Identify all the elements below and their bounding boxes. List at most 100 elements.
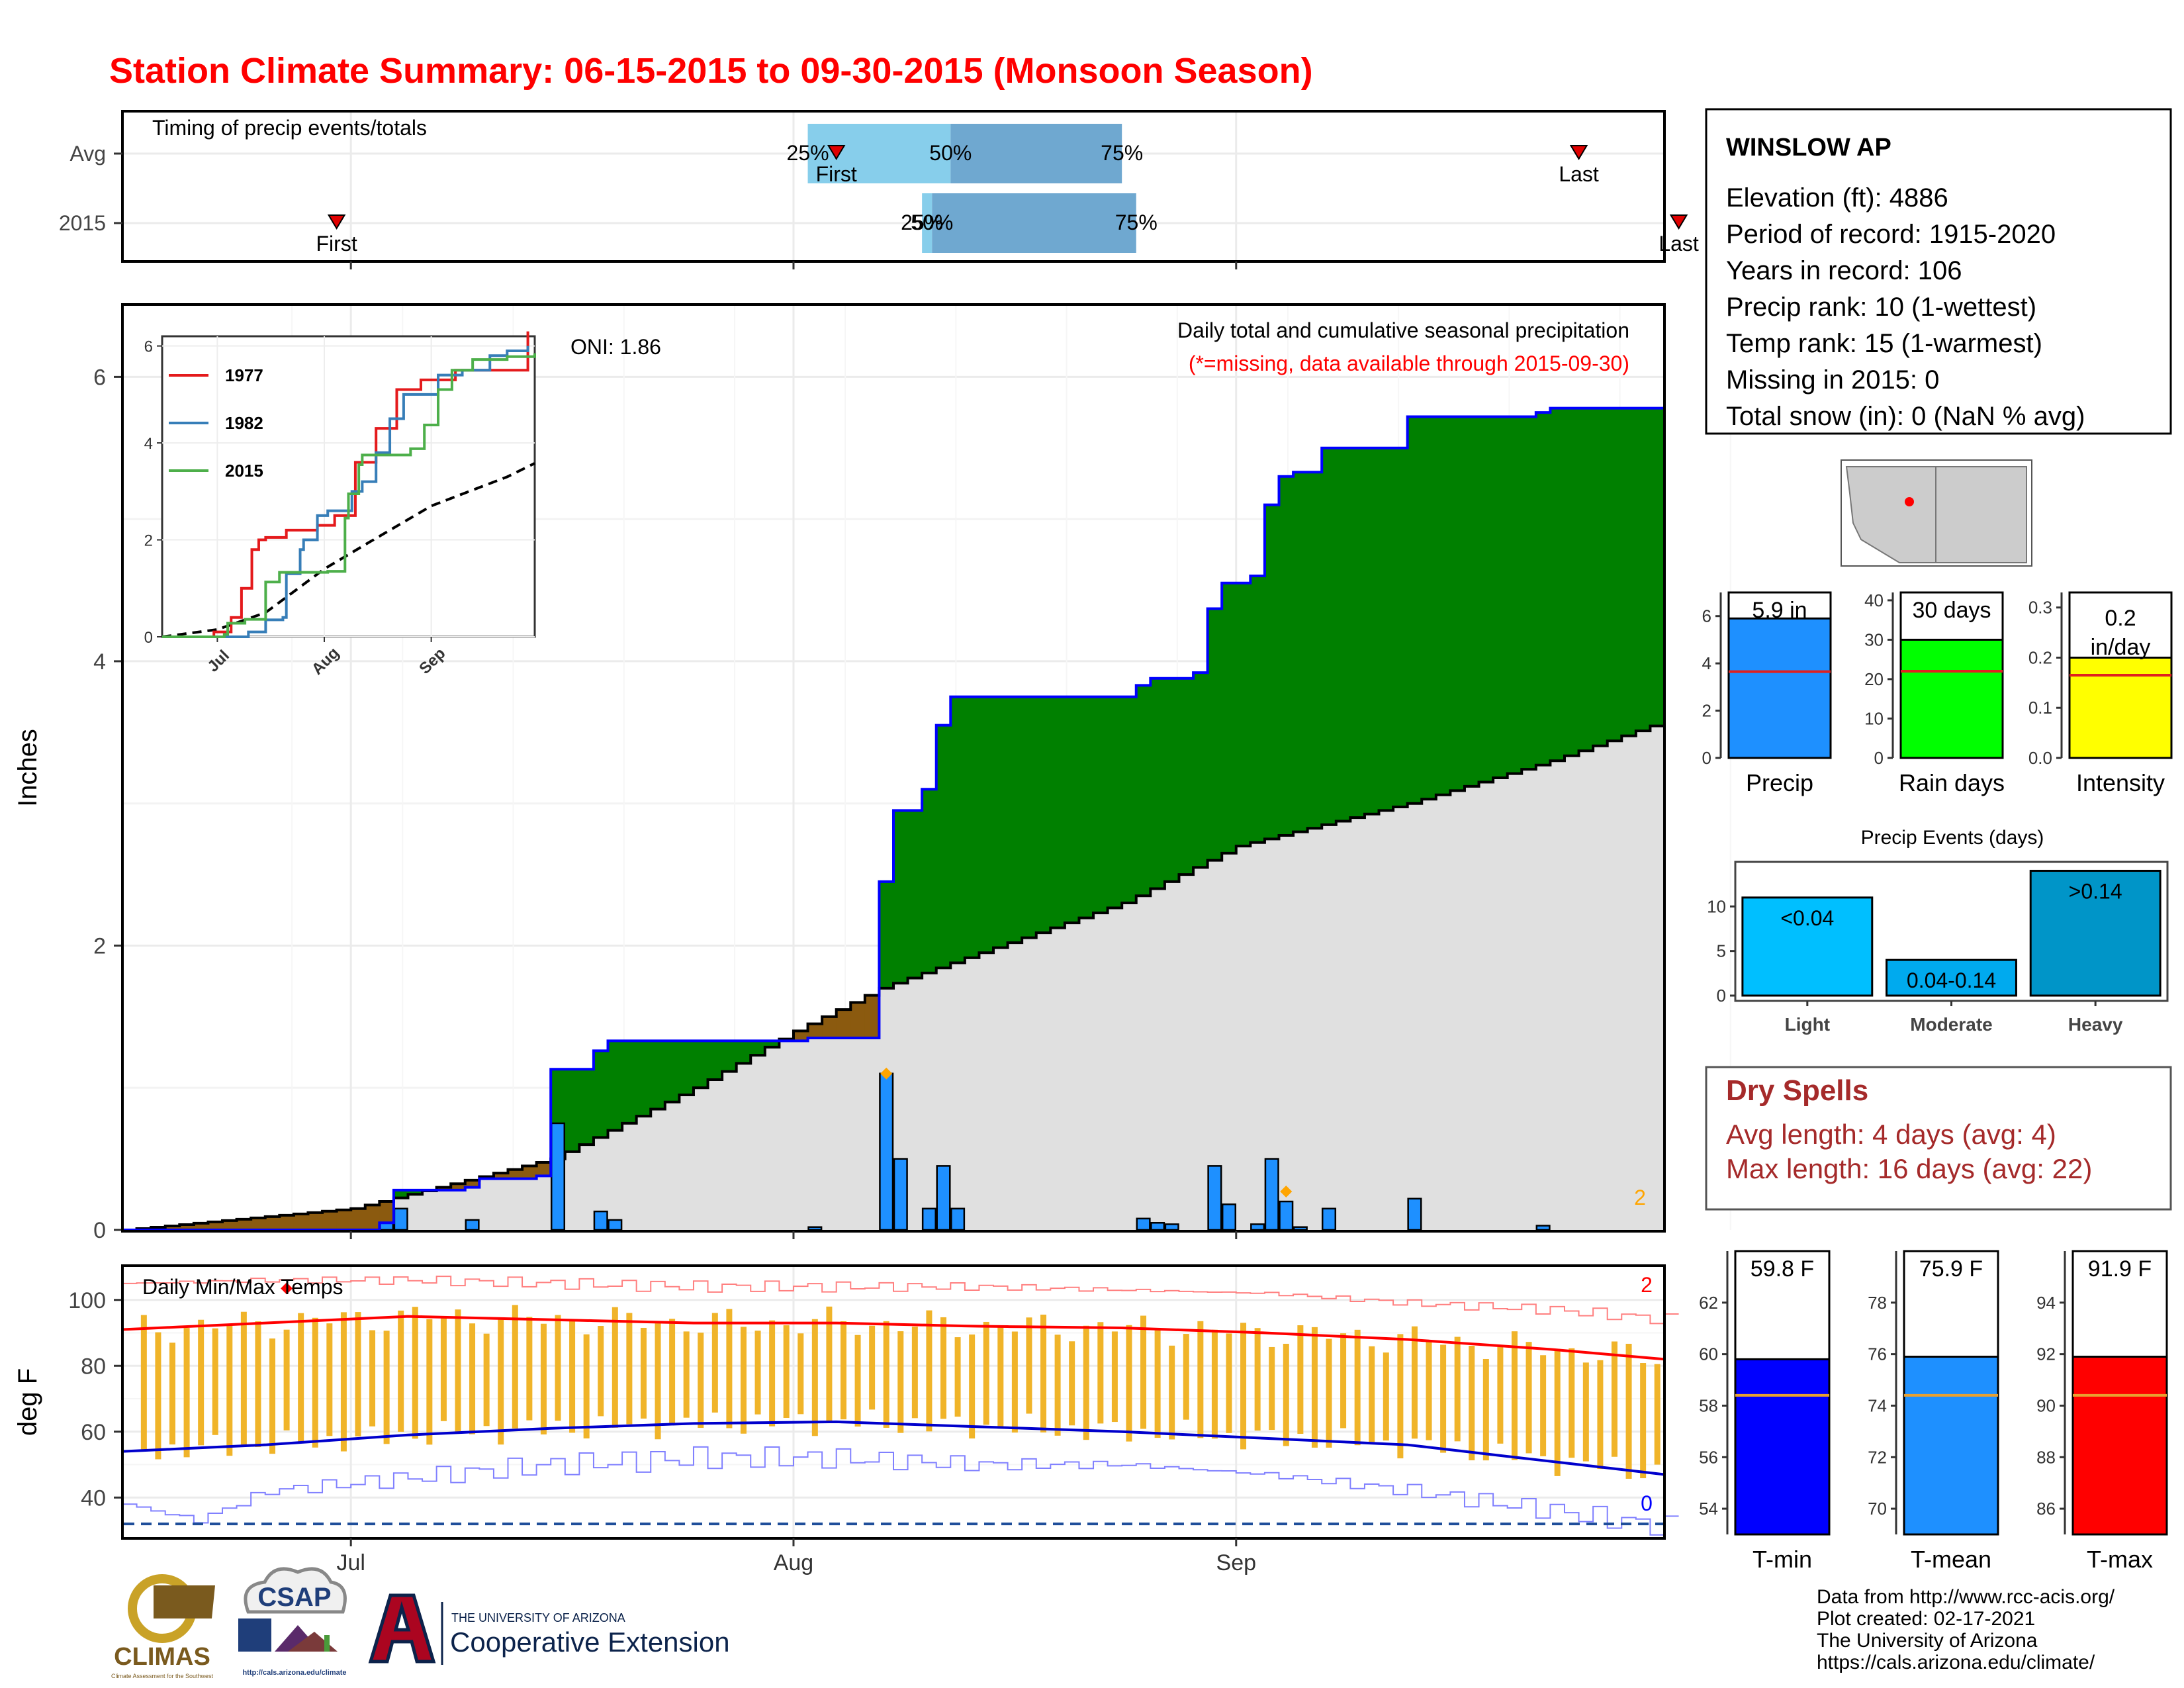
- daily-temp-range-bar: [969, 1334, 976, 1439]
- summary-bar-ytick: 2: [1702, 701, 1711, 721]
- daily-temp-range-bar: [155, 1332, 161, 1460]
- timing-first-marker-0: [827, 145, 846, 160]
- daily-temp-range-bar: [355, 1312, 361, 1436]
- daily-temp-range-bar: [469, 1323, 476, 1434]
- daily-temp-range-bar: [1111, 1331, 1118, 1423]
- timing-row-label-1: 2015: [59, 211, 106, 235]
- precip-events-chart: Precip Events (days) 0 5 10 <0.04 Light 0.04-…: [1707, 827, 2169, 1035]
- precip-events-bar-2: [2029, 869, 2161, 997]
- summary-bar-value-label: 30 days: [1912, 598, 1991, 623]
- daily-temp-range-bar: [1511, 1331, 1518, 1460]
- station-line-0: Elevation (ft): 4886: [1726, 183, 1948, 212]
- daily-precip-bar: [1321, 1207, 1337, 1231]
- daily-temp-range-bar: [1154, 1330, 1161, 1438]
- daily-temp-range-bar: [612, 1307, 618, 1428]
- daily-temp-range-bar: [754, 1331, 761, 1415]
- daily-temp-range-bar: [1469, 1346, 1475, 1461]
- daily-temp-range-bar: [1540, 1355, 1547, 1456]
- daily-precip-bar: [593, 1210, 608, 1231]
- daily-temp-range-bar: [383, 1331, 390, 1444]
- daily-temp-range-bar: [769, 1320, 776, 1427]
- dry-spells-max: Max length: 16 days (avg: 22): [1726, 1153, 2092, 1184]
- temp-summary-bar-ytick: 88: [2036, 1447, 2056, 1467]
- daily-temp-range-bar: [255, 1321, 261, 1448]
- daily-temp-range-bar: [569, 1319, 576, 1433]
- daily-precip-bar: [608, 1219, 623, 1231]
- daily-temp-range-bar: [1625, 1344, 1632, 1479]
- timing-last-label-1: Last: [1659, 232, 1699, 256]
- daily-temp-range-bar: [212, 1328, 218, 1435]
- timing-q50-label-1: 50%: [911, 211, 953, 234]
- temp-ytick-2: 80: [81, 1354, 106, 1379]
- temp-summary-bar-ytick: 92: [2036, 1344, 2056, 1364]
- dry-spells-title: Dry Spells: [1726, 1074, 1868, 1107]
- daily-precip-bar: [893, 1158, 908, 1231]
- station-line-4: Temp rank: 15 (1-warmest): [1726, 329, 2042, 358]
- avg-max-line: [122, 1315, 1665, 1361]
- summary-bar-ytick: 40: [1864, 590, 1884, 610]
- inset-avg-line: [161, 462, 535, 638]
- daily-precip-bar: [950, 1207, 966, 1231]
- precip-events-category-0: Light: [1785, 1014, 1830, 1035]
- temp-summary-bar-ytick: 60: [1699, 1344, 1718, 1364]
- daily-temp-range-bar: [1126, 1325, 1132, 1442]
- daily-temp-range-bar: [655, 1323, 661, 1440]
- timing-first-marker-1: [327, 214, 346, 230]
- daily-temp-range-bar: [1183, 1334, 1189, 1420]
- summary-bar-value-label: 5.9 in: [1752, 598, 1807, 623]
- daily-temp-range-bar: [740, 1327, 747, 1434]
- summary-bar-value-label: in/day: [2091, 635, 2151, 660]
- timing-last-label-0: Last: [1559, 162, 1599, 186]
- daily-temp-range-bar: [412, 1307, 418, 1439]
- daily-temp-range-bar: [1211, 1329, 1218, 1439]
- summary-bar-ytick: 30: [1864, 630, 1884, 649]
- climas-logo: CLIMAS Climate Assessment for the Southw…: [111, 1574, 215, 1679]
- daily-temp-range-bar: [1269, 1346, 1275, 1430]
- daily-temp-range-bar: [1226, 1333, 1232, 1433]
- temp-summary-bar-ytick: 56: [1699, 1447, 1718, 1467]
- daily-precip-bar: [393, 1207, 408, 1231]
- daily-temp-range-bar: [997, 1327, 1004, 1429]
- summary-bar-value-bar: [1727, 617, 1832, 759]
- daily-temp-range-bar: [1482, 1358, 1489, 1461]
- precip-events-bar-0: [1741, 896, 1874, 997]
- inset-ytick-0: 0: [144, 629, 153, 647]
- station-lines: Elevation (ft): 4886 Period of record: 19…: [1726, 183, 2085, 431]
- temp-summary-bar-ytick: 90: [2036, 1395, 2056, 1415]
- temp-summary-bar-value-label: 75.9 F: [1919, 1256, 1983, 1282]
- daily-temp-range-bar: [1554, 1348, 1561, 1476]
- station-line-6: Total snow (in): 0 (NaN % avg): [1726, 402, 2085, 431]
- inset-legend-label-1: 1982: [225, 413, 263, 433]
- dry-spells-avg: Avg length: 4 days (avg: 4): [1726, 1119, 2056, 1150]
- daily-temp-range-bar: [326, 1323, 333, 1436]
- temp-summary-bar-0: 54 56 58 60 62 59.8 F T-min: [1699, 1250, 1831, 1573]
- temp-summary-bar-label: T-min: [1752, 1546, 1812, 1573]
- temp-top-count: 2: [1641, 1273, 1653, 1297]
- precip-events-category-1: Moderate: [1910, 1014, 1992, 1035]
- temp-ytick-3: 100: [68, 1288, 106, 1313]
- timing-label: Timing of precip events/totals: [152, 116, 427, 140]
- daily-temp-range-bar: [540, 1323, 547, 1434]
- csap-logo-text: CSAP: [257, 1583, 331, 1612]
- temp-summary-bar-1: 70 72 74 76 78 75.9 F T-mean: [1868, 1250, 1999, 1573]
- daily-precip-bar: [879, 1072, 894, 1231]
- temp-summary-bar-ytick: 72: [1868, 1447, 1887, 1467]
- daily-temp-range-bar: [283, 1329, 290, 1430]
- daily-temp-range-bar: [226, 1324, 233, 1456]
- daily-temp-range-bar: [169, 1342, 176, 1445]
- station-line-1: Period of record: 1915-2020: [1726, 220, 2056, 249]
- daily-temp-range-bar: [783, 1325, 790, 1419]
- timing-last-marker-1: [1669, 214, 1688, 230]
- daily-temp-range-bar: [797, 1333, 804, 1415]
- daily-temp-range-bar: [1411, 1326, 1418, 1439]
- station-line-3: Precip rank: 10 (1-wettest): [1726, 293, 2036, 322]
- daily-temp-range-bar: [369, 1330, 376, 1427]
- timing-first-label-0: First: [816, 162, 857, 186]
- temp-summary-bar-ytick: 54: [1699, 1499, 1718, 1519]
- temp-ylabel: deg F: [13, 1368, 42, 1436]
- daily-temp-range-bar: [1383, 1352, 1389, 1441]
- daily-temp-range-bar: [183, 1328, 190, 1458]
- timing-q50-label-0: 50%: [929, 141, 972, 165]
- inset-legend-label-2: 2015: [225, 461, 263, 481]
- footer-line-3: The University of Arizona: [1817, 1630, 2038, 1652]
